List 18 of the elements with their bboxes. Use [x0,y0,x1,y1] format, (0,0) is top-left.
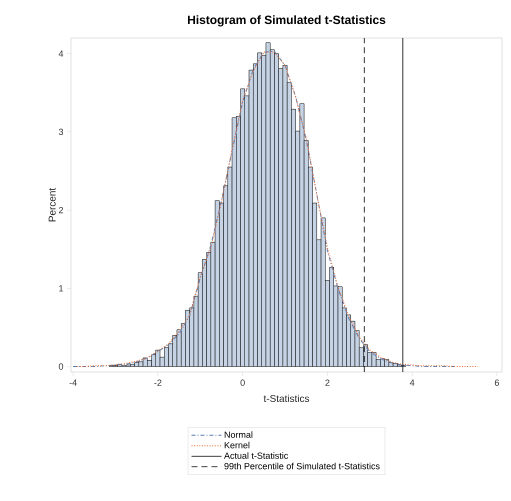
legend-label: Normal [224,431,252,438]
y-tick-label: 4 [58,50,64,57]
legend-label: Actual t-Statistic [224,452,288,459]
chart-title: Histogram of Simulated t-Statistics [188,15,386,26]
x-tick-label: 2 [325,380,330,386]
x-tick-label: 0 [240,380,245,386]
y-tick-label: 2 [58,206,64,214]
x-tick-label: 4 [410,380,414,386]
x-tick-label: 6 [494,380,500,386]
y-tick-label: 3 [58,128,64,136]
x-axis-title: t-Statistics [264,394,310,402]
y-tick-label: 1 [59,285,64,292]
legend-label: 99th Percentile of Simulated t-Statistics [224,462,380,470]
y-tick-label: 0 [58,363,64,370]
y-axis-title: Percent [48,188,56,222]
x-tick-label: -4 [70,380,77,386]
legend-label: Kernel [224,442,250,448]
x-tick-label: -2 [154,380,162,386]
